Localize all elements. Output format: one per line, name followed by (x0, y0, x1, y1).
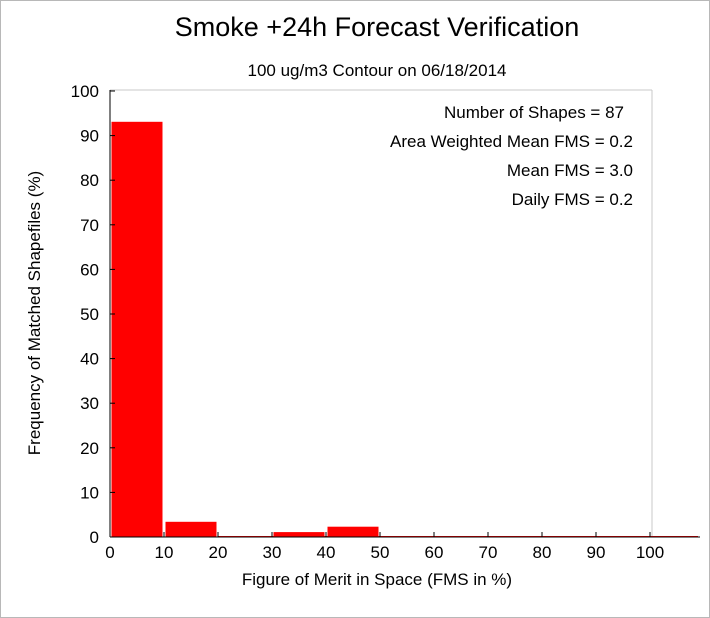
y-tick-label: 0 (90, 528, 99, 547)
x-tick-label: 80 (533, 543, 552, 562)
y-tick-label: 20 (80, 439, 99, 458)
y-tick-label: 30 (80, 394, 99, 413)
chart-title: Smoke +24h Forecast Verification (175, 12, 579, 42)
y-tick-label: 90 (80, 127, 99, 146)
bars-group (111, 121, 698, 538)
y-axis-ticks: 0 10 20 30 40 50 60 70 80 90 100 (71, 82, 115, 547)
chart-subtitle: 100 ug/m3 Contour on 06/18/2014 (248, 61, 507, 80)
x-tick-label: 0 (105, 543, 114, 562)
annotation-mean-fms: Mean FMS = 3.0 (507, 161, 633, 180)
y-tick-label: 50 (80, 305, 99, 324)
histogram-bar (327, 526, 379, 537)
y-tick-label: 40 (80, 350, 99, 369)
y-tick-label: 100 (71, 82, 99, 101)
x-tick-label: 50 (371, 543, 390, 562)
x-tick-label: 40 (317, 543, 336, 562)
histogram-bar (165, 521, 217, 537)
annotation-area-weighted-mean-fms: Area Weighted Mean FMS = 0.2 (390, 132, 633, 151)
y-tick-label: 70 (80, 216, 99, 235)
annotation-daily-fms: Daily FMS = 0.2 (512, 190, 633, 209)
y-tick-label: 80 (80, 171, 99, 190)
y-tick-label: 10 (80, 483, 99, 502)
x-tick-label: 20 (209, 543, 228, 562)
x-axis-ticks: 0 10 20 30 40 50 60 70 80 90 100 (105, 532, 664, 562)
y-tick-label: 60 (80, 260, 99, 279)
x-tick-label: 100 (636, 543, 664, 562)
histogram-bar (273, 532, 325, 537)
x-axis-label: Figure of Merit in Space (FMS in %) (242, 570, 512, 589)
x-tick-label: 60 (425, 543, 444, 562)
x-tick-label: 30 (263, 543, 282, 562)
x-tick-label: 10 (155, 543, 174, 562)
x-tick-label: 90 (587, 543, 606, 562)
x-tick-label: 70 (479, 543, 498, 562)
annotation-number-of-shapes: Number of Shapes = 87 (444, 103, 624, 122)
y-axis-label: Frequency of Matched Shapefiles (%) (25, 171, 44, 455)
histogram-bar (111, 121, 163, 538)
